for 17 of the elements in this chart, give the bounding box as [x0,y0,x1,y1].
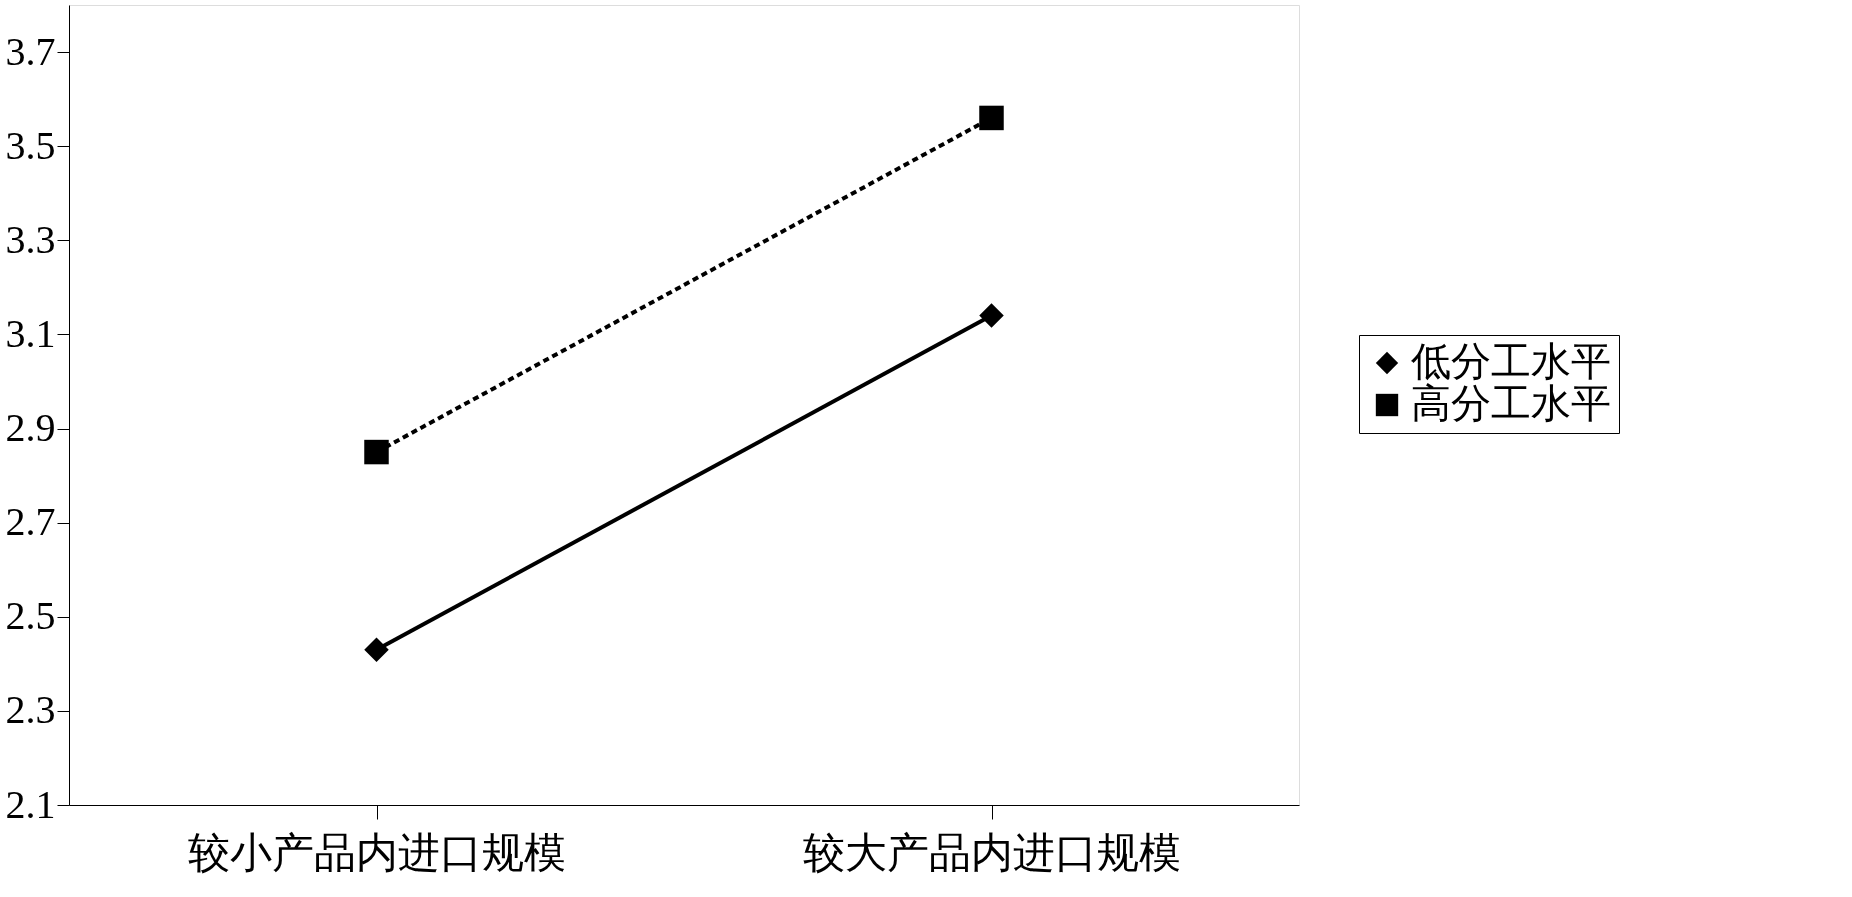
y-tick-label: 3.3 [5,216,56,262]
y-tick-label: 3.7 [5,28,56,74]
x-tick-label: 较大产品内进口规模 [803,829,1181,876]
y-tick-label: 2.5 [5,593,56,639]
y-tick-label: 2.9 [5,405,56,451]
y-tick-label: 3.5 [5,122,56,168]
point [979,105,1004,131]
y-tick-label: 2.7 [5,499,56,545]
y-tick-label: 3.1 [5,310,56,356]
legend-label: 高分工水平 [1411,381,1611,426]
y-tick-label: 2.3 [5,687,56,733]
y-tick-label: 2.1 [5,781,56,827]
x-tick-label: 较小产品内进口规模 [188,829,566,876]
point [364,439,389,465]
point [979,303,1004,328]
point [364,637,389,662]
legend-label: 低分工水平 [1411,339,1611,384]
